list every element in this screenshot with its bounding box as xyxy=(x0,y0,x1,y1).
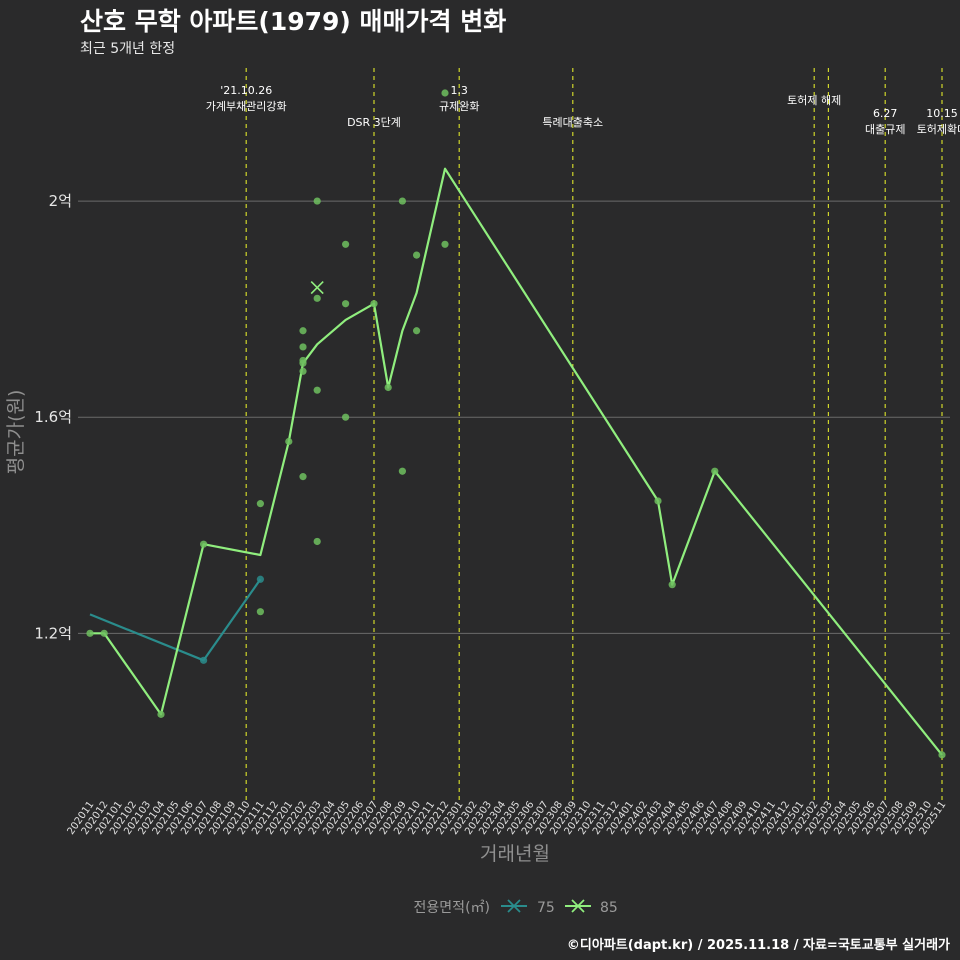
y-axis-ticks: 1.2억 1.6억 2억 xyxy=(34,192,72,642)
legend-item-85[interactable]: 85 xyxy=(565,899,618,916)
cross-marker xyxy=(310,280,324,295)
trade-point-85 xyxy=(342,413,350,421)
trade-point-85 xyxy=(370,300,378,308)
trade-point-85 xyxy=(342,300,350,308)
event-label: 규제완화 xyxy=(439,100,479,113)
trade-point-75 xyxy=(200,656,208,664)
trade-point-75 xyxy=(256,575,264,583)
trade-point-85 xyxy=(398,467,406,475)
trade-point-85 xyxy=(441,240,449,248)
event-label: 1.3 xyxy=(450,84,468,97)
trade-point-85 xyxy=(285,437,293,446)
trade-point-85 xyxy=(938,751,946,759)
x-axis-title: 거래년월 xyxy=(480,843,550,865)
source-caption: ©디아파트(dapt.kr) / 2025.11.18 / 자료=국토교통부 실… xyxy=(566,938,950,953)
chart-subtitle: 최근 5개년 한정 xyxy=(80,41,176,57)
trade-point-85 xyxy=(299,367,307,375)
y-axis-title: 평균가(원) xyxy=(5,390,27,475)
trade-point-85 xyxy=(299,343,307,351)
trade-point-85 xyxy=(200,540,208,548)
trade-point-85 xyxy=(654,497,662,505)
legend-label-75: 75 xyxy=(537,900,555,916)
event-label: 6.27 xyxy=(873,107,898,120)
event-label: 특례대출축소 xyxy=(542,116,603,129)
trade-point-85 xyxy=(313,386,321,394)
legend-label-85: 85 xyxy=(600,900,618,916)
trade-point-85 xyxy=(384,383,392,392)
trade-point-85 xyxy=(299,327,307,335)
grid-lines xyxy=(78,200,950,634)
trade-point-85 xyxy=(256,608,264,616)
y-tick-label: 1.6억 xyxy=(34,408,72,426)
trade-point-85 xyxy=(313,294,321,302)
trade-point-85 xyxy=(313,537,321,546)
legend-item-75[interactable]: 75 xyxy=(501,899,555,916)
y-tick-label: 1.2억 xyxy=(34,624,72,642)
event-label: 10.15 xyxy=(926,107,958,120)
legend-swatch-85-cross-b xyxy=(571,899,585,913)
trade-point-85 xyxy=(413,251,421,259)
legend-title: 전용면적(㎡) xyxy=(414,900,490,916)
trade-point-85 xyxy=(413,327,421,335)
trade-point-85 xyxy=(711,467,719,475)
policy-events xyxy=(245,68,943,800)
event-label: '21.10.26 xyxy=(220,84,272,97)
trade-point-85 xyxy=(86,629,94,637)
trade-point-85 xyxy=(256,500,264,508)
trade-point-85 xyxy=(299,359,307,367)
legend-swatch-75-cross-b xyxy=(507,899,521,913)
trade-point-85 xyxy=(100,629,108,637)
event-label: 토허제확대 xyxy=(917,123,960,136)
trade-point-85 xyxy=(299,473,307,481)
y-tick-label: 2억 xyxy=(49,192,72,210)
trade-point-85 xyxy=(342,240,350,248)
trade-point-85 xyxy=(441,89,449,97)
trade-point-85 xyxy=(313,197,321,205)
event-label: 토허제 해제 xyxy=(787,93,841,107)
trade-point-85 xyxy=(398,197,406,205)
trade-point-85 xyxy=(668,581,676,589)
event-label: 대출규제 xyxy=(865,123,905,136)
event-label: DSR 3단계 xyxy=(347,116,401,129)
x-axis-ticks: 2020112020122021012021022021032021042021… xyxy=(66,799,949,837)
chart-title: 산호 무학 아파트(1979) 매매가격 변화 xyxy=(80,7,507,36)
series-line-85 xyxy=(90,167,943,756)
trade-point-85 xyxy=(157,710,165,718)
legend: 전용면적(㎡) 75 85 xyxy=(414,899,618,916)
trade-points xyxy=(86,89,946,759)
event-label: 가계부채관리강화 xyxy=(206,100,287,113)
